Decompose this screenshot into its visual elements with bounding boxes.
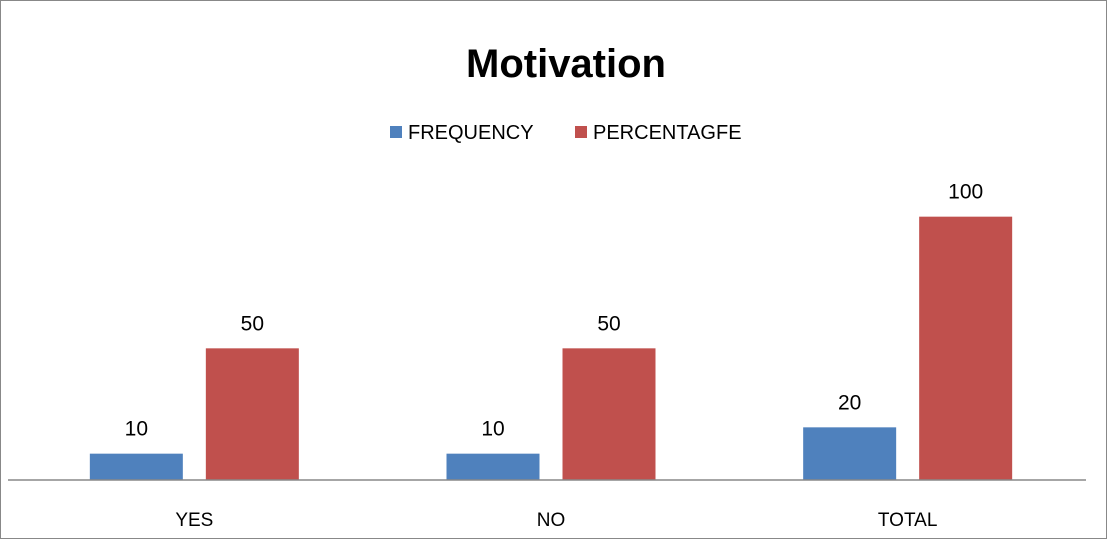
category-labels-group: YES NO TOTAL [175,510,937,531]
bar-percentagfe-total [919,216,1013,480]
legend-swatch-percentagfe [575,126,587,138]
bar-percentagfe-yes [205,348,299,480]
category-label-yes: YES [175,510,213,531]
bar-frequency-yes [89,453,183,480]
category-label-no: NO [537,510,566,531]
legend-label-percentagfe: PERCENTAGFE [593,122,742,144]
bar-frequency-no [446,453,540,480]
bar-frequency-total [803,427,897,480]
bar-percentagfe-no [562,348,656,480]
legend-label-frequency: FREQUENCY [408,122,534,144]
data-label-percentagfe-total: 100 [948,181,983,204]
data-label-percentagfe-yes: 50 [241,312,264,335]
legend: FREQUENCY PERCENTAGFE [390,122,742,144]
legend-swatch-frequency [390,126,402,138]
data-label-frequency-yes: 10 [125,418,148,441]
category-label-total: TOTAL [878,510,937,531]
data-label-percentagfe-no: 50 [597,312,620,335]
data-label-frequency-total: 20 [838,391,861,414]
data-labels-group: 10 50 10 50 20 100 [125,181,984,441]
chart-title: Motivation [466,42,666,86]
data-label-frequency-no: 10 [481,418,504,441]
bars-group [89,216,1013,480]
